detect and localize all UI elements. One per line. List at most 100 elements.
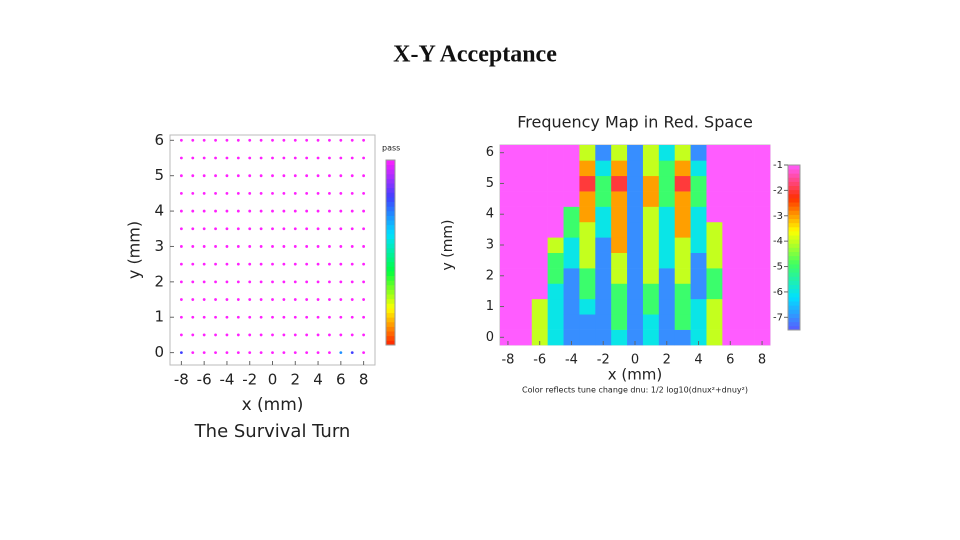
survival-dot (271, 298, 274, 301)
survival-dot (202, 280, 206, 284)
survival-dot (293, 227, 297, 231)
heat-cell (547, 175, 564, 192)
survival-dot (225, 191, 229, 195)
survival-dot (339, 315, 343, 319)
heat-cell (547, 206, 564, 223)
survival-dot (271, 156, 274, 160)
survival-dot (305, 156, 309, 160)
heat-cell (674, 252, 691, 269)
heat-cell (658, 221, 676, 238)
colorbar-swatch (788, 214, 800, 220)
heat-cell (658, 252, 676, 269)
survival-dot (305, 245, 309, 248)
heat-cell (627, 175, 644, 192)
heat-cell (738, 298, 755, 315)
survival-dot (305, 333, 309, 337)
survival-dot (259, 298, 263, 301)
survival-dot (293, 209, 297, 213)
heat-cell (642, 329, 660, 346)
heat-cell (531, 283, 548, 300)
survival-dot (316, 315, 320, 319)
y-tick-label: 3 (486, 238, 494, 253)
survival-dot (236, 351, 240, 355)
survival-dot (305, 298, 309, 301)
heat-cell (754, 206, 771, 223)
colorbar-swatch (788, 305, 800, 310)
survival-dot (225, 138, 229, 142)
colorbar-swatch (788, 198, 800, 203)
survival-dot (259, 209, 263, 213)
heat-cell (738, 283, 755, 300)
survival-dot (248, 298, 252, 301)
plot-area (169, 134, 376, 366)
survival-dot (179, 156, 183, 160)
colorbar-frame (385, 159, 396, 346)
survival-dot (293, 333, 297, 337)
heat-cell (579, 175, 596, 192)
heat-cell (531, 252, 548, 269)
survival-dot (328, 191, 331, 195)
heat-cell (611, 283, 628, 300)
heat-cell (579, 237, 596, 253)
survival-dot (339, 174, 343, 178)
colorbar-swatch (788, 169, 800, 174)
heat-cell (690, 283, 707, 300)
heat-cell (515, 314, 533, 330)
heat-cell (642, 191, 660, 207)
survival-dot (350, 209, 354, 213)
heat-cell (642, 160, 660, 177)
heat-cell (531, 221, 548, 238)
survival-dot (191, 245, 195, 248)
survival-dot (225, 351, 229, 355)
survival-dot (293, 351, 297, 355)
heat-cell (611, 314, 628, 330)
colorbar-swatch (788, 284, 800, 290)
heat-cell (595, 160, 612, 177)
heat-cell (642, 175, 660, 192)
heat-cell (754, 329, 771, 346)
survival-dot (362, 209, 366, 213)
colorbar-swatch (386, 173, 395, 179)
heat-cell (611, 206, 628, 223)
survival-dot (179, 262, 183, 266)
survival-dot (248, 209, 252, 213)
heat-cell (642, 314, 660, 330)
survival-dot (293, 245, 297, 248)
survival-dot (191, 333, 195, 337)
colorbar-swatch (788, 313, 800, 319)
heat-cell (754, 298, 771, 315)
heat-cell (563, 329, 580, 346)
survival-dot (236, 156, 240, 160)
survival-dot (316, 174, 320, 178)
heat-cell (595, 314, 612, 330)
colorbar-swatch (386, 192, 395, 198)
heat-cell (579, 314, 596, 330)
heat-cell (754, 252, 771, 269)
survival-dot (191, 298, 195, 301)
colorbar-swatch (386, 271, 395, 277)
y-tick-label: 0 (154, 343, 164, 361)
survival-dot (282, 174, 286, 178)
colorbar-swatch (386, 298, 395, 304)
x-tick-label: 0 (631, 353, 639, 368)
heat-cell (722, 160, 739, 177)
heat-cell (738, 314, 755, 330)
heat-cell (531, 237, 548, 253)
survival-dot (316, 333, 320, 337)
heat-cell (579, 221, 596, 238)
heat-cell (500, 237, 517, 253)
survival-dot (179, 333, 183, 337)
survival-dot (339, 280, 343, 284)
x-tick-label: 4 (694, 353, 702, 368)
heat-cell (674, 314, 691, 330)
heat-cell (642, 283, 660, 300)
survival-dot (236, 315, 240, 319)
survival-dot (259, 227, 263, 231)
survival-dot (305, 174, 309, 178)
heat-cell (611, 268, 628, 284)
colorbar-swatch (788, 309, 800, 314)
heat-cell (627, 314, 644, 330)
survival-dot (328, 280, 331, 284)
survival-dot (293, 315, 297, 319)
survival-dot (362, 298, 366, 301)
